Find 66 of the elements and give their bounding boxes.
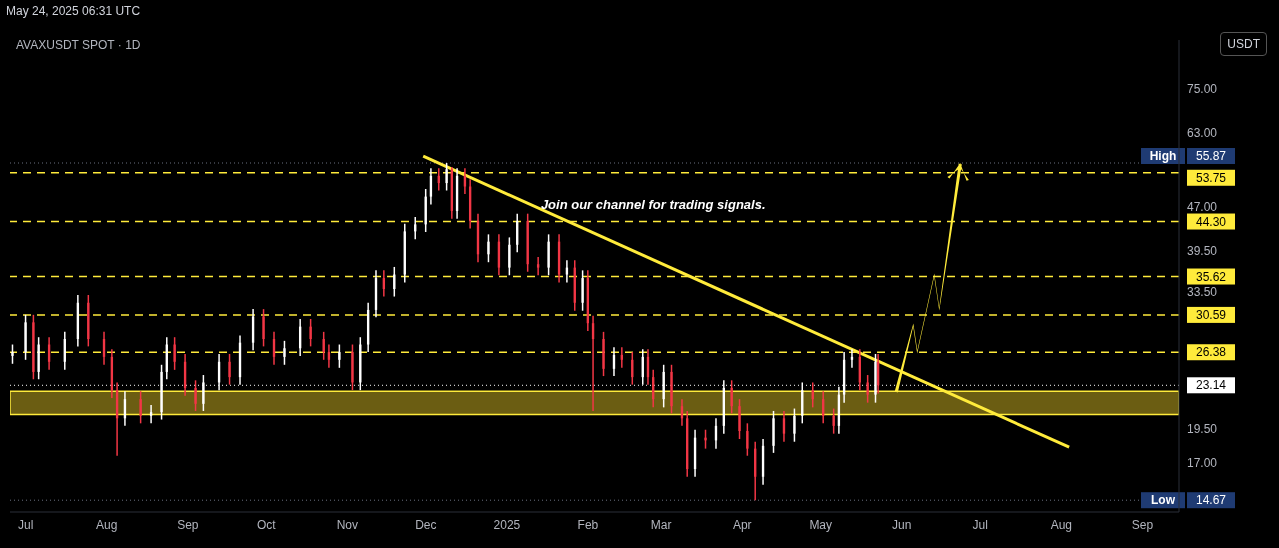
ref-line-label: 30.59 <box>1195 307 1227 322</box>
candlestick <box>730 379 733 415</box>
x-tick-label: Nov <box>336 517 359 532</box>
candlestick <box>32 314 35 381</box>
x-tick-label: Feb <box>577 517 599 532</box>
candlestick <box>508 236 511 276</box>
x-tick-label: Jun <box>892 517 912 532</box>
candlestick <box>445 162 448 192</box>
ref-line-label: 26.38 <box>1195 345 1227 360</box>
y-tick-label: 39.50 <box>1187 243 1218 258</box>
y-tick-label: 33.50 <box>1187 285 1218 300</box>
y-tick-label: 19.50 <box>1187 421 1218 436</box>
candlestick <box>87 294 90 348</box>
y-tick-label: 17.00 <box>1187 456 1218 471</box>
chart-title: AVAXUSDT SPOT · 1D <box>16 38 141 52</box>
candlestick <box>194 379 197 412</box>
candlestick <box>536 256 540 276</box>
y-tick-label: 75.00 <box>1187 82 1218 97</box>
candlestick <box>602 331 605 377</box>
candlestick <box>866 374 869 404</box>
ref-line-label: 35.62 <box>1195 269 1227 284</box>
x-tick-label: Sep <box>1131 517 1154 532</box>
x-tick-label: Jul <box>972 517 988 532</box>
y-tick-label: 47.00 <box>1187 199 1218 214</box>
candlestick <box>283 340 286 366</box>
candlestick <box>547 233 550 276</box>
x-tick-label: Apr <box>732 517 752 532</box>
candlestick <box>704 428 707 450</box>
text: May 24, 2025 06:31 UTC <box>6 4 141 18</box>
x-tick-label: Mar <box>650 517 672 532</box>
x-tick-label: Dec <box>415 517 437 532</box>
candlestick <box>874 353 877 404</box>
x-tick-label: 2025 <box>493 517 521 532</box>
candlestick <box>746 422 749 457</box>
ref-line-label: 44.30 <box>1195 214 1227 229</box>
x-tick-label: May <box>809 517 833 532</box>
ref-line-label: 53.75 <box>1195 170 1227 185</box>
candlestick <box>487 233 490 263</box>
candlestick <box>11 343 14 365</box>
x-tick-label: Aug <box>1050 517 1072 532</box>
candlestick <box>262 308 265 348</box>
x-tick-label: Sep <box>177 517 199 532</box>
text: Low 14.67 <box>1151 493 1227 508</box>
candlestick <box>139 390 142 425</box>
candlestick <box>173 336 176 371</box>
x-tick-label: Oct <box>256 517 277 532</box>
candlestick <box>37 336 40 381</box>
candlestick <box>738 398 741 440</box>
x-tick-label: Jul <box>18 517 34 532</box>
annotation: Join our channel for trading signals. <box>540 197 766 213</box>
y-axis-title: USDT <box>1220 32 1267 56</box>
ref-line-label: 23.14 <box>1195 378 1227 393</box>
candlestick <box>309 318 312 348</box>
candlestick <box>832 407 835 435</box>
candlestick <box>228 353 231 386</box>
y-tick-label: 63.00 <box>1187 125 1218 140</box>
candlestick <box>581 269 584 312</box>
x-tick-label: Aug <box>96 517 118 532</box>
candlestick <box>772 410 775 454</box>
candlestick <box>793 407 796 443</box>
candlestick <box>620 346 624 369</box>
candlestick <box>670 364 673 415</box>
candlestick <box>338 343 341 369</box>
candlestick <box>351 343 354 391</box>
candlestick <box>24 314 27 361</box>
text: High 55.87 <box>1149 149 1227 164</box>
